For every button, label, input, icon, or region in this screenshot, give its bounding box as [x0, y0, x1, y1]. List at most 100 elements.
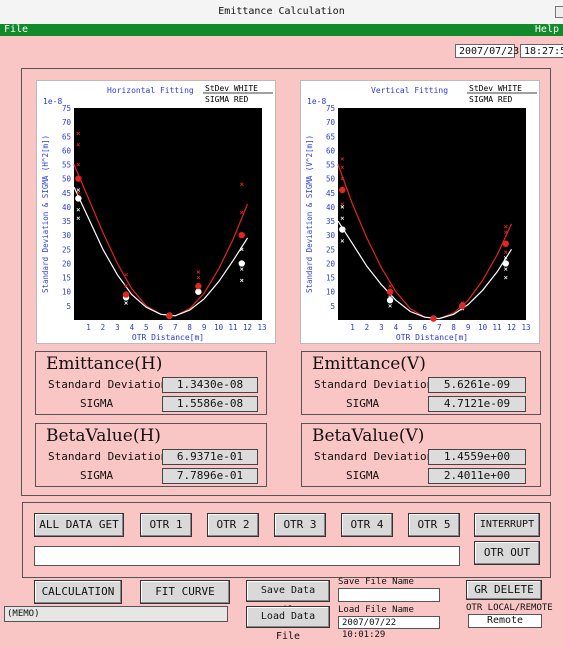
window-title-bar: Emittance Calculation [0, 0, 563, 25]
sigma-mean-point [195, 282, 202, 290]
sigma-sample-point [124, 272, 128, 277]
stdev-sample-point [503, 267, 508, 271]
y-tick-label: 15 [326, 274, 335, 283]
otr-local-remote-field[interactable]: Remote [468, 614, 542, 628]
plot-area [338, 108, 526, 320]
y-tick-label: 20 [62, 259, 72, 268]
x-tick-label: 5 [408, 323, 413, 332]
window-control-button[interactable] [555, 6, 563, 18]
load-data-file-button[interactable]: Load Data File [246, 606, 330, 642]
stdev-sample-point [340, 205, 345, 209]
otr3-button[interactable]: OTR 3 [274, 513, 326, 537]
gr-delete-button[interactable]: GR DELETE [466, 580, 542, 600]
stdev-sample-point [503, 275, 508, 280]
sigma-mean-point [75, 175, 82, 182]
stdev-fit-curve [337, 220, 513, 320]
beta-v-title: BetaValue(V) [312, 426, 425, 446]
sigma-mean-point [238, 232, 245, 239]
emittance-h-sigma-value: 1.5586e-08 [162, 396, 258, 412]
x-tick-label: 7 [173, 323, 178, 332]
emittance-v-sigma-value: 4.7121e-09 [428, 396, 526, 412]
otr1-button[interactable]: OTR 1 [140, 513, 192, 537]
y-tick-label: 20 [326, 259, 336, 268]
memo-field[interactable]: (MEMO) [4, 606, 228, 622]
legend-sigma: SIGMA RED [205, 95, 249, 104]
stdev-mean-point [75, 195, 82, 202]
vertical-fitting-plot: Vertical Fitting StDev WHITE SIGMA RED 1e-8… [305, 84, 537, 342]
save-data-file-button[interactable]: Save Data File [246, 580, 330, 616]
x-tick-label: 2 [101, 323, 106, 332]
y-tick-label: 50 [62, 175, 72, 184]
emittance-h-stdev-value: 1.3430e-08 [162, 377, 258, 393]
x-tick-label: 10 [214, 323, 224, 332]
y-tick-label: 40 [326, 203, 336, 212]
save-file-name-input[interactable] [338, 588, 440, 602]
y-tick-label: 70 [326, 118, 336, 127]
memo-label: (MEMO) [7, 609, 40, 619]
sigma-sample-point [124, 284, 128, 288]
stdev-sample-point [76, 188, 81, 192]
emittance-h-title: Emittance(H) [46, 354, 163, 374]
x-tick-label: 6 [159, 323, 164, 332]
y-tick-label: 25 [326, 245, 335, 254]
y-tick-label: 5 [66, 302, 71, 311]
sigma-sample-point [196, 270, 201, 274]
x-tick-label: 13 [521, 323, 530, 332]
sigma-sample-point [340, 165, 345, 170]
otr-out-button[interactable]: OTR OUT [474, 541, 540, 565]
emittance-v-panel: Emittance(V) Standard Deviation 5.6261e-… [301, 351, 541, 415]
y-tick-label: 35 [326, 217, 335, 226]
sigma-mean-point [122, 291, 130, 298]
x-tick-label: 10 [478, 323, 488, 332]
stdev-sample-point [340, 216, 345, 221]
x-tick-label: 11 [493, 323, 502, 332]
sigma-sample-point [76, 142, 81, 147]
stdev-sample-point [124, 301, 128, 305]
all-data-get-button[interactable]: ALL DATA GET [34, 513, 124, 537]
y-tick-label: 35 [62, 217, 71, 226]
stdev-mean-point [238, 260, 245, 267]
y-axis-label: Standard Deviation & SIGMA (H^2[m]) [41, 135, 50, 293]
sigma-sample-point [76, 162, 81, 167]
stdev-sample-point [388, 304, 392, 308]
otr2-button[interactable]: OTR 2 [207, 513, 259, 537]
x-tick-label: 9 [202, 323, 207, 332]
stdev-mean-point [339, 226, 346, 233]
beta-h-title: BetaValue(H) [46, 426, 161, 446]
emittance-v-stdev-label: Standard Deviation [314, 378, 434, 391]
fit-curve-plot-button[interactable]: FIT CURVE PLOT [140, 580, 230, 620]
otr4-button[interactable]: OTR 4 [341, 513, 393, 537]
stdev-sample-point [503, 256, 508, 260]
x-tick-label: 3 [115, 323, 120, 332]
otr5-button[interactable]: OTR 5 [408, 513, 460, 537]
y-tick-label: 45 [62, 189, 71, 198]
sigma-sample-point [340, 202, 345, 206]
x-tick-label: 4 [130, 323, 135, 332]
interrupt-button[interactable]: INTERRUPT [474, 513, 540, 537]
y-tick-label: 60 [326, 146, 336, 155]
x-tick-label: 5 [144, 323, 149, 332]
load-file-name-label: Load File Name [338, 605, 414, 615]
menu-file[interactable]: File [4, 24, 29, 35]
x-tick-label: 7 [437, 323, 442, 332]
y-tick-label: 65 [326, 132, 335, 141]
beta-v-panel: BetaValue(V) Standard Deviation 1.4559e+… [301, 423, 541, 487]
emittance-v-stdev-value: 5.6261e-09 [428, 377, 526, 393]
save-file-name-label: Save File Name [338, 577, 414, 587]
horizontal-plot-panel: Horizontal Fitting StDev WHITE SIGMA RED 1e… [36, 80, 276, 344]
y-tick-label: 5 [330, 302, 335, 311]
sigma-sample-point [76, 131, 81, 136]
sigma-mean-point [430, 315, 437, 322]
y-tick-label: 55 [326, 161, 335, 170]
calculation-button[interactable]: CALCULATION [34, 580, 122, 604]
x-tick-label: 1 [86, 323, 91, 332]
menu-help[interactable]: Help [534, 24, 559, 35]
beta-v-sigma-value: 2.4011e+00 [428, 468, 526, 484]
beta-h-stdev-label: Standard Deviation [48, 450, 168, 463]
sigma-mean-point [166, 312, 173, 319]
sigma-mean-point [339, 186, 346, 194]
window-title: Emittance Calculation [218, 6, 345, 17]
load-file-name-field[interactable]: 2007/07/22 10:01:29 [338, 616, 440, 640]
y-tick-label: 75 [62, 104, 71, 113]
control-frame [22, 502, 551, 578]
